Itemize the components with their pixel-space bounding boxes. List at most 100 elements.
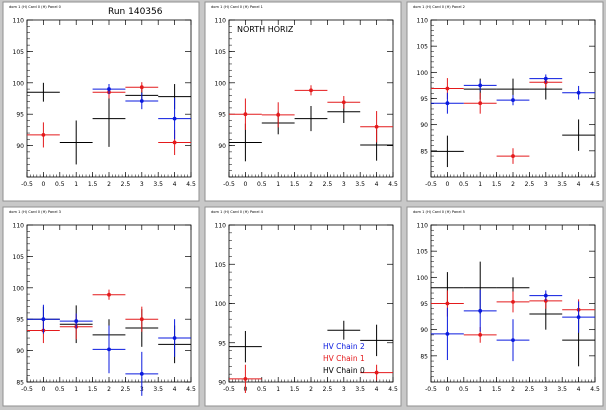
- y-tick-label: 90: [420, 122, 428, 129]
- marker: [243, 112, 248, 117]
- x-tick-label: 3.5: [153, 181, 163, 188]
- data-point: [431, 92, 464, 114]
- x-tick-label: 4: [173, 181, 177, 188]
- data-point: [294, 85, 328, 96]
- data-point: [360, 111, 393, 143]
- y-tick-label: 95: [420, 301, 428, 308]
- x-tick-label: 3: [544, 181, 548, 188]
- x-tick-label: 3: [544, 386, 548, 393]
- series-hv-chain-1: [229, 85, 393, 143]
- x-tick-label: 0.5: [55, 181, 65, 188]
- x-tick-label: 4: [375, 386, 379, 393]
- x-tick-label: 4: [577, 181, 581, 188]
- x-tick-label: 4.5: [388, 181, 398, 188]
- y-tick-label: 95: [16, 112, 24, 119]
- marker: [139, 85, 144, 90]
- series-hv-chain-1: [229, 364, 393, 393]
- x-tick-label: 3: [342, 386, 346, 393]
- marker: [172, 116, 177, 121]
- x-tick-label: 2: [309, 181, 313, 188]
- x-tick-label: 3: [140, 181, 144, 188]
- marker: [445, 86, 450, 91]
- marker: [139, 371, 144, 376]
- y-tick-label: 100: [215, 301, 227, 308]
- y-tick-label: 100: [417, 275, 429, 282]
- marker: [543, 293, 548, 298]
- y-tick-label: 95: [218, 340, 226, 347]
- marker: [445, 101, 450, 106]
- marker: [478, 101, 483, 106]
- x-tick-label: 0: [41, 386, 45, 393]
- data-point: [92, 325, 126, 374]
- x-tick-label: 1: [74, 386, 78, 393]
- x-tick-label: 4.5: [590, 181, 600, 188]
- data-point: [496, 319, 530, 362]
- marker: [309, 88, 313, 93]
- x-tick-label: 2: [107, 181, 111, 188]
- pad-frame: [2, 206, 200, 407]
- x-tick-label: 2.5: [323, 386, 333, 393]
- marker: [445, 331, 450, 336]
- x-tick-label: 1.5: [290, 181, 300, 188]
- pad-header: dom 1 (H) Card 0 (H) Panel 0: [9, 5, 62, 9]
- x-tick-label: 4.5: [590, 386, 600, 393]
- marker: [107, 292, 111, 297]
- marker: [511, 338, 515, 343]
- pad-5: dom 1 (H) Card 0 (H) Panel 4-0.500.511.5…: [204, 206, 402, 407]
- pad-header: dom 1 (H) Card 0 (H) Panel 4: [211, 210, 264, 214]
- x-tick-label: 2.5: [121, 386, 131, 393]
- marker: [74, 319, 79, 323]
- data-point: [229, 123, 262, 162]
- marker: [107, 347, 111, 352]
- x-tick-label: 4.5: [388, 386, 398, 393]
- marker: [41, 317, 46, 322]
- y-tick-label: 95: [420, 96, 428, 103]
- marker: [576, 315, 581, 320]
- data-point: [496, 94, 530, 106]
- y-tick-label: 100: [13, 285, 25, 292]
- legend-entry: HV Chain 1: [323, 354, 365, 363]
- data-point: [92, 289, 126, 300]
- y-tick-label: 110: [417, 223, 429, 230]
- pad-header: dom 1 (H) Card 0 (H) Panel 1: [211, 5, 263, 9]
- pad-2: dom 1 (H) Card 0 (H) Panel 1 -0.5 0 0.5 1 1.5…: [204, 1, 402, 202]
- y-tick-label: 85: [420, 148, 428, 155]
- y-tick-label: 105: [417, 44, 429, 51]
- x-tick-label: -0.5: [425, 386, 437, 393]
- pad-3: dom 1 (H) Card 0 (H) Panel 2 -0.5 0 0.5 1 1.5…: [406, 1, 604, 202]
- x-tick-label: 1: [276, 181, 280, 188]
- y-tick-label: 110: [215, 223, 227, 230]
- data-point: [360, 324, 393, 357]
- y-tick-label: 105: [215, 262, 227, 269]
- x-tick-label: -0.5: [223, 386, 235, 393]
- x-tick-label: 1.5: [88, 386, 98, 393]
- data-point: [158, 97, 191, 140]
- x-tick-label: 0.5: [459, 386, 469, 393]
- x-tick-label: 3.5: [153, 386, 163, 393]
- x-tick-label: 2: [309, 386, 313, 393]
- y-tick-label: 105: [13, 254, 25, 261]
- x-tick-label: 0.5: [55, 386, 65, 393]
- data-point: [158, 319, 191, 357]
- data-point: [463, 80, 497, 91]
- data-point: [431, 135, 464, 168]
- data-point: [496, 291, 530, 313]
- run-label: Run 140356: [108, 7, 163, 17]
- marker: [107, 87, 111, 91]
- data-point: [27, 122, 60, 148]
- data-point: [92, 90, 126, 147]
- series-hv-chain-2: [92, 84, 191, 140]
- x-tick-label: -0.5: [223, 181, 235, 188]
- data-point: [327, 320, 361, 340]
- data-point: [229, 364, 262, 393]
- x-tick-label: 0: [445, 386, 449, 393]
- marker: [576, 90, 581, 95]
- y-tick-label: 85: [16, 380, 24, 387]
- x-tick-label: 4: [375, 181, 379, 188]
- x-tick-label: 4: [173, 386, 177, 393]
- y-tick-label: 100: [417, 70, 429, 77]
- x-tick-label: -0.5: [425, 181, 437, 188]
- marker: [543, 76, 548, 81]
- y-tick-label: 90: [16, 348, 24, 355]
- data-point: [463, 92, 497, 114]
